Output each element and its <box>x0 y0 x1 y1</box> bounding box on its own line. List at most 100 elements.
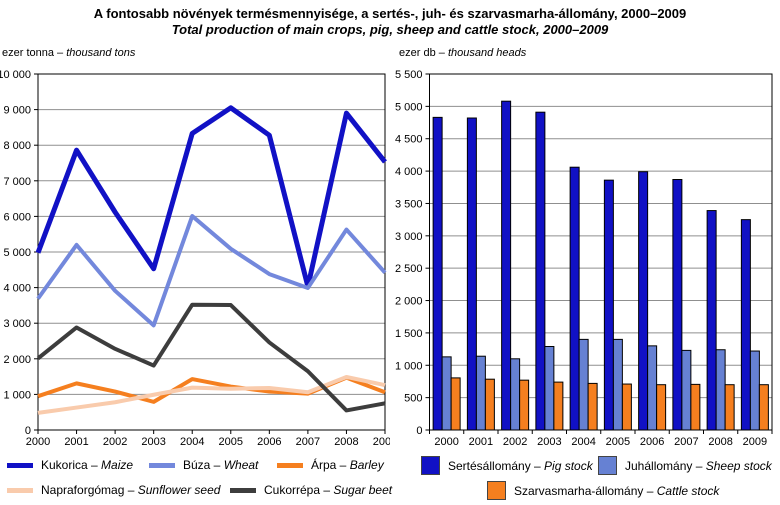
legend-label: Cukorrépa – Sugar beet <box>264 483 393 497</box>
axis-tick-label: 2002 <box>503 436 527 448</box>
bar <box>553 381 564 431</box>
axis-tick-label: 2007 <box>674 436 698 448</box>
axis-tick-label: 2004 <box>571 436 595 448</box>
bar <box>749 350 760 431</box>
axis-tick-label: 2000 <box>434 436 458 448</box>
legend-swatch <box>7 462 33 468</box>
bar <box>621 383 632 431</box>
legend-swatch <box>421 456 440 475</box>
right-axis-caption: ezer db – thousand heads <box>399 47 526 59</box>
axis-tick-label: 2003 <box>141 436 165 448</box>
axis-tick-label: 2005 <box>606 436 630 448</box>
axis-tick-label: 5 000 <box>395 101 423 113</box>
bar <box>510 358 521 431</box>
bar <box>672 179 683 431</box>
axis-tick-label: 0 <box>25 425 31 437</box>
legend-item-sheep-stock: Juhállomány – Sheep stock <box>598 456 772 475</box>
axis-tick-label: 0 <box>416 425 422 437</box>
legend-label: Szarvasmarha-állomány – Cattle stock <box>514 483 720 498</box>
bar <box>535 111 546 431</box>
axis-tick-label: 2003 <box>537 436 561 448</box>
plot-grid: 0 1 000 2 000 3 000 4 000 5 000 6 000 7 000 8 00… <box>0 69 385 437</box>
axis-tick-label: 1 000 <box>3 389 31 401</box>
axis-tick-label: 1 000 <box>395 360 423 372</box>
bar <box>501 100 512 431</box>
legend-swatch <box>230 487 256 493</box>
bar <box>656 384 667 431</box>
bar <box>638 171 649 431</box>
bar <box>758 384 769 431</box>
series-bars-sheep-stock <box>441 338 760 431</box>
bar <box>484 378 495 431</box>
axis-tick-label: 4 000 <box>3 283 31 295</box>
axis-tick-label: 2001 <box>64 436 88 448</box>
legend-swatch <box>7 487 33 493</box>
series-line-maize <box>35 105 387 290</box>
stock-bar-chart: 0 500 1 000 1 500 2 000 2 500 3 000 3 500 4 000 4… <box>395 69 773 448</box>
right-axis-caption-hu: ezer db <box>399 47 436 59</box>
legend-label: Búza – Wheat <box>183 458 259 472</box>
axis-tick-label: 5 500 <box>395 69 423 81</box>
page-title: A fontosabb növények termésmennyisége, a… <box>93 6 687 21</box>
axis-tick-label: 8 000 <box>3 140 31 152</box>
series-bars-pig-stock <box>432 100 751 431</box>
axis-tick-label: 9 000 <box>3 105 31 117</box>
axis-tick-label: 2008 <box>708 436 732 448</box>
page-subtitle: Total production of main crops, pig, she… <box>171 22 609 37</box>
series-line-sunflower-seed <box>37 374 386 415</box>
bar <box>681 349 692 431</box>
bar <box>690 383 701 431</box>
bar <box>740 219 751 431</box>
axis-tick-label: 2 500 <box>395 263 423 275</box>
legend-item-barley: Árpa – Barley <box>277 459 384 471</box>
axis-tick-label: 2001 <box>469 436 493 448</box>
bar <box>544 346 555 431</box>
axis-tick-label: 2004 <box>180 436 204 448</box>
axis-tick-label: 2008 <box>334 436 358 448</box>
axis-tick-label: 2009 <box>373 436 390 448</box>
bar <box>432 116 443 431</box>
legend-swatch <box>277 462 303 468</box>
series-line-sugar-beet <box>36 302 386 413</box>
caption-separator: – <box>53 47 67 59</box>
axis-tick-label: 10 000 <box>0 69 31 81</box>
legend-swatch <box>487 481 506 500</box>
legend-item-sugar-beet: Cukorrépa – Sugar beet <box>230 484 392 496</box>
axis-tick-label: 4 000 <box>395 166 423 178</box>
bar <box>724 384 735 431</box>
legend-item-maize: Kukorica – Maize <box>7 459 133 471</box>
bar <box>466 117 477 431</box>
bar <box>441 356 452 431</box>
axis-tick-label: 1 500 <box>395 328 423 340</box>
right-axis-caption-en: thousand heads <box>447 47 527 59</box>
axis-tick-label: 2009 <box>743 436 767 448</box>
legend-label: Juhállomány – Sheep stock <box>625 458 772 473</box>
legend-item-sunflower-seed: Napraforgómag – Sunflower seed <box>7 484 220 496</box>
axis-tick-label: 2 000 <box>3 354 31 366</box>
legend-item-pig-stock: Sertésállomány – Pig stock <box>421 456 593 475</box>
caption-separator: – <box>435 47 448 59</box>
axis-tick-label: 2006 <box>257 436 281 448</box>
bar <box>569 166 580 431</box>
axis-tick-label: 2002 <box>103 436 127 448</box>
legend-swatch <box>598 456 617 475</box>
legend-item-wheat: Búza – Wheat <box>149 459 258 471</box>
axis-tick-label: 3 500 <box>395 198 423 210</box>
x-axis-labels: 2000 2001 2002 2003 2004 2005 2006 2007 2008 2009 <box>429 430 773 448</box>
legend-swatch <box>149 462 175 468</box>
axis-tick-label: 2007 <box>296 436 320 448</box>
axis-tick-label: 5 000 <box>3 247 31 259</box>
series-bars-cattle-stock <box>450 377 769 431</box>
axis-tick-label: 500 <box>404 393 422 405</box>
legend-label: Árpa – Barley <box>311 458 384 472</box>
legend-label: Napraforgómag – Sunflower seed <box>41 483 221 497</box>
bar <box>612 338 623 431</box>
axis-tick-label: 2 000 <box>395 296 423 308</box>
bar <box>706 210 717 431</box>
x-axis-labels: 2000 2001 2002 2003 2004 2005 2006 2007 2008 2009 <box>26 430 390 448</box>
axis-tick-label: 3 000 <box>395 231 423 243</box>
axis-tick-label: 3 000 <box>3 318 31 330</box>
legend-item-cattle-stock: Szarvasmarha-állomány – Cattle stock <box>487 481 719 500</box>
axis-tick-label: 2000 <box>26 436 50 448</box>
bar <box>603 179 614 431</box>
